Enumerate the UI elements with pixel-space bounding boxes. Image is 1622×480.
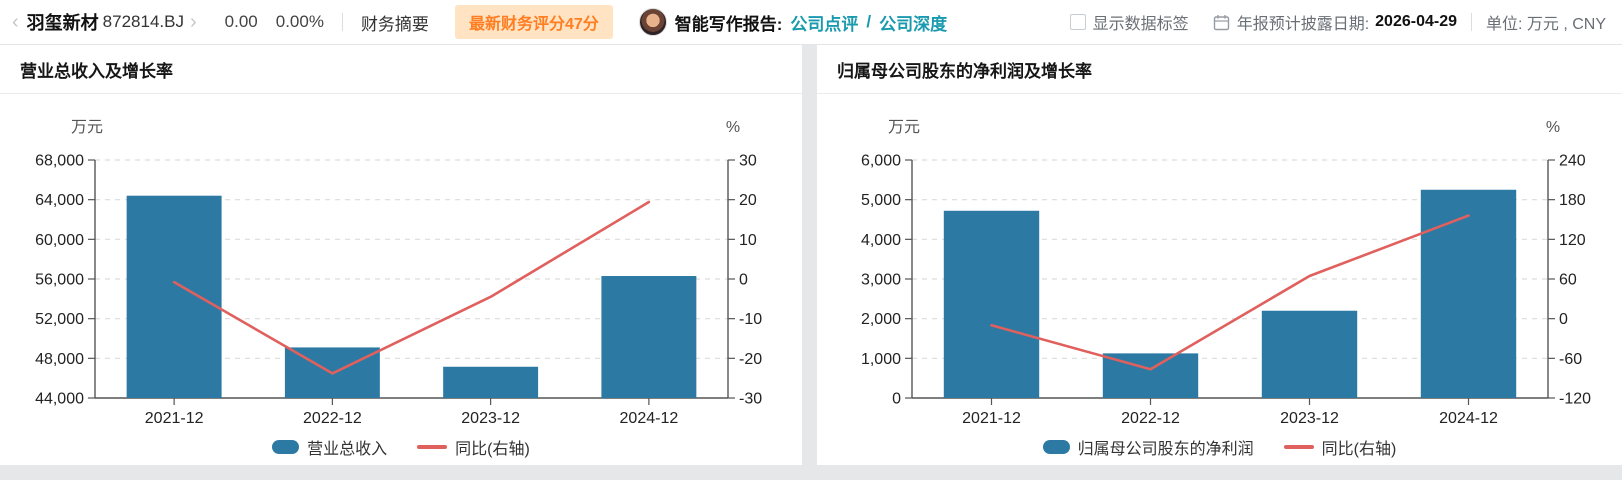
svg-text:64,000: 64,000 [35,192,84,209]
svg-text:52,000: 52,000 [35,311,84,328]
svg-text:0: 0 [1559,311,1568,328]
svg-text:60,000: 60,000 [35,232,84,249]
line-swatch-icon [1283,445,1314,449]
svg-text:6,000: 6,000 [861,153,901,170]
growth-line [990,214,1470,371]
svg-text:5,000: 5,000 [861,192,901,209]
bar-swatch-icon [272,440,300,454]
svg-text:3,000: 3,000 [861,272,901,289]
svg-text:60: 60 [1559,272,1577,289]
bar-2024-12 [1420,189,1517,398]
financial-score-badge[interactable]: 最新财务评分47分 [454,5,613,39]
top-header-bar: ‹ 羽玺新材 872814.BJ › 0.00 0.00% 财务摘要 最新财务评… [0,0,1622,45]
unit-label: 单位: 万元 , CNY [1485,16,1606,33]
legend-label: 营业总收入 [307,441,388,458]
svg-text:120: 120 [1559,232,1586,249]
chevron-right-icon[interactable]: › [189,11,197,33]
link-separator: / [866,12,872,31]
x-axis-label: 2024-12 [620,410,679,427]
legend-item-bar[interactable]: 归属母公司股东的净利润 [1042,435,1254,459]
growth-line [172,200,651,375]
svg-text:-120: -120 [1559,391,1591,408]
revenue-chart: 68,000 30 64,000 20 60,000 10 56,000 0 52,000 -10… [35,119,762,427]
bar-2023-12 [1261,310,1358,398]
stock-price: 0.00 [224,12,258,31]
ai-writer-avatar [638,8,667,36]
ai-report-label: 智能写作报告: [674,14,783,34]
revenue-panel: 营业总收入及增长率 68,000 30 64,000 20 60,000 10 56,000… [0,45,802,465]
revenue-chart-wrap: 68,000 30 64,000 20 60,000 10 56,000 0 52,000 -10… [0,94,802,459]
legend-item-line[interactable]: 同比(右轴) [1283,435,1397,459]
svg-text:30: 30 [739,153,757,170]
legend-label: 同比(右轴) [455,441,530,458]
legend-label: 同比(右轴) [1321,441,1397,458]
svg-text:-10: -10 [739,311,762,328]
legend-label: 归属母公司股东的净利润 [1077,441,1254,458]
svg-text:20: 20 [739,192,757,209]
calendar-icon [1213,14,1230,31]
company-review-link[interactable]: 公司点评 [790,14,859,34]
stock-code: 872814.BJ [102,12,184,31]
svg-text:44,000: 44,000 [35,391,84,408]
x-axis-label: 2024-12 [1439,410,1498,427]
bar-2024-12 [601,276,697,398]
divider [1470,13,1472,31]
svg-text:0: 0 [739,272,748,289]
net-profit-panel: 归属母公司股东的净利润及增长率 6,000 240 5,000 180 4,000 120… [817,45,1622,465]
net-profit-chart-wrap: 6,000 240 5,000 180 4,000 120 3,000 60 2,000 0 1,0… [817,94,1622,459]
svg-text:-30: -30 [739,391,762,408]
x-axis-label: 2022-12 [1121,410,1180,427]
svg-text:68,000: 68,000 [35,153,84,170]
x-axis-label: 2021-12 [145,410,204,427]
revenue-chart-legend: 营业总收入 同比(右轴) [0,435,802,459]
svg-text:2,000: 2,000 [861,311,901,328]
revenue-panel-title: 营业总收入及增长率 [0,45,802,94]
svg-text:180: 180 [1559,192,1586,209]
svg-text:%: % [1546,119,1560,136]
svg-text:4,000: 4,000 [861,232,901,249]
svg-text:240: 240 [1559,153,1586,170]
x-axis-label: 2023-12 [461,410,520,427]
svg-text:-60: -60 [1559,351,1582,368]
divider [341,13,343,31]
svg-text:48,000: 48,000 [35,351,84,368]
disclosure-date-label: 年报预计披露日期: [1236,16,1370,33]
chevron-left-icon[interactable]: ‹ [12,11,19,33]
svg-text:万元: 万元 [888,119,920,136]
svg-text:0: 0 [892,391,901,408]
svg-text:1,000: 1,000 [861,351,901,368]
net-profit-panel-title: 归属母公司股东的净利润及增长率 [817,45,1622,94]
bar-2021-12 [943,210,1040,398]
bar-swatch-icon [1042,440,1070,454]
x-axis-label: 2022-12 [303,410,362,427]
menu-financial-summary[interactable]: 财务摘要 [360,14,429,34]
x-axis-label: 2023-12 [1280,410,1339,427]
net-profit-chart: 6,000 240 5,000 180 4,000 120 3,000 60 2,000 0 1,0… [861,119,1591,427]
stock-name: 羽玺新材 [26,13,99,33]
svg-text:万元: 万元 [71,119,103,136]
svg-text:56,000: 56,000 [35,272,84,289]
company-deep-link[interactable]: 公司深度 [879,14,948,34]
line-swatch-icon [417,445,448,449]
svg-text:-20: -20 [739,351,762,368]
disclosure-date-value: 2026-04-29 [1375,13,1457,30]
legend-item-line[interactable]: 同比(右轴) [417,435,530,459]
charts-container: 营业总收入及增长率 68,000 30 64,000 20 60,000 10 56,000… [0,45,1622,465]
net-profit-chart-legend: 归属母公司股东的净利润 同比(右轴) [817,435,1622,459]
bar-2021-12 [126,195,222,398]
svg-text:%: % [726,119,740,136]
show-data-labels-label[interactable]: 显示数据标签 [1092,16,1189,33]
svg-text:10: 10 [739,232,757,249]
show-data-labels-checkbox[interactable] [1069,14,1086,30]
bar-2023-12 [443,366,539,398]
stock-change-percent: 0.00% [275,12,324,31]
legend-item-bar[interactable]: 营业总收入 [272,435,387,459]
x-axis-label: 2021-12 [962,410,1021,427]
